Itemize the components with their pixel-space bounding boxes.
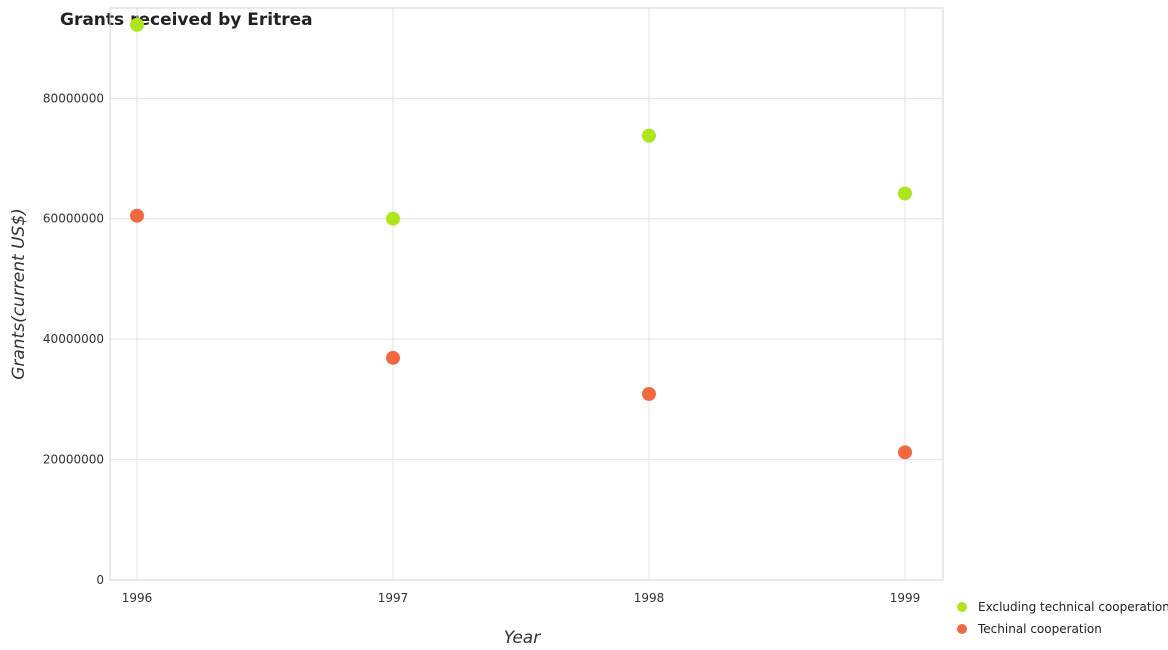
x-tick-labels: 1996 1997 1998 1999 xyxy=(122,591,921,605)
data-point xyxy=(898,186,912,201)
chart-title: Grants received by Eritrea xyxy=(60,10,313,30)
x-tick-label: 1996 xyxy=(122,591,153,605)
data-point xyxy=(130,17,144,32)
x-tick-label: 1997 xyxy=(378,591,409,605)
y-tick-label: 0 xyxy=(96,573,104,587)
y-tick-label: 40000000 xyxy=(43,332,104,346)
legend: Excluding technical cooperation Techinal … xyxy=(957,600,1168,636)
legend-marker xyxy=(957,624,967,634)
x-tick-label: 1998 xyxy=(634,591,665,605)
y-tick-label: 20000000 xyxy=(43,453,104,467)
data-point xyxy=(386,211,400,226)
data-point xyxy=(386,350,400,365)
data-point xyxy=(898,445,912,460)
legend-label: Excluding technical cooperation xyxy=(978,600,1168,614)
plot-area xyxy=(109,7,944,581)
x-axis-label: Year xyxy=(504,628,541,648)
legend-marker xyxy=(957,602,967,612)
data-point xyxy=(642,128,656,143)
y-tick-labels: 0 20000000 40000000 60000000 80000000 xyxy=(43,91,104,587)
data-point xyxy=(642,386,656,401)
y-tick-label: 60000000 xyxy=(43,212,104,226)
data-points xyxy=(130,17,912,460)
y-tick-label: 80000000 xyxy=(43,91,104,105)
data-point xyxy=(130,208,144,223)
legend-label: Techinal cooperation xyxy=(977,622,1102,636)
y-axis-label: Grants(current US$) xyxy=(9,208,29,380)
grid xyxy=(110,8,943,581)
x-tick-label: 1999 xyxy=(890,591,921,605)
